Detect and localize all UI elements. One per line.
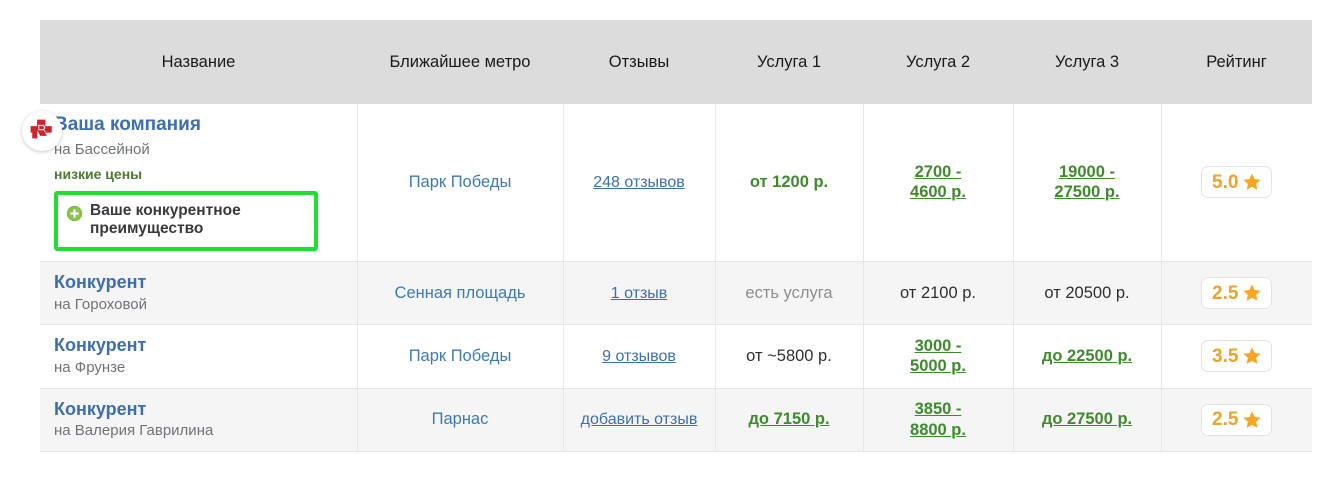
service-1-price: от 1200 р.	[749, 172, 829, 191]
company-address: на Валерия Гаврилина	[54, 422, 214, 440]
company-tag: низкие цены	[54, 165, 143, 182]
service-3-price: от 20500 р.	[1044, 283, 1130, 302]
company-address: на Фрунзе	[54, 358, 126, 376]
company-logo-icon	[30, 119, 52, 139]
table-row: Ваша компания на Бассейной низкие цены В…	[40, 104, 1312, 262]
company-name-link[interactable]: Ваша компания	[54, 114, 201, 135]
company-name-cell: Конкурент на Фрунзе	[40, 324, 358, 389]
service-3-cell: 19000 - 27500 р.	[1013, 104, 1162, 262]
service-2-price-line-1: 2700 -	[914, 162, 962, 181]
rating-badge[interactable]: 5.0	[1201, 166, 1273, 199]
metro-cell: Парк Победы	[357, 324, 564, 389]
column-header-reviews[interactable]: Отзывы	[563, 20, 715, 104]
metro-cell: Парк Победы	[357, 104, 564, 262]
service-1-cell: от 1200 р.	[715, 104, 864, 262]
metro-link[interactable]: Сенная площадь	[394, 283, 526, 302]
table-row: Конкурент на Гороховой Сенная площадь 1 …	[40, 261, 1312, 326]
rating-badge[interactable]: 2.5	[1201, 277, 1273, 310]
comparison-table-wrapper: Название Ближайшее метро Отзывы Услуга 1…	[40, 20, 1312, 452]
service-1-cell: до 7150 р.	[715, 388, 864, 452]
reviews-link[interactable]: 9 отзывов	[602, 347, 676, 365]
service-2-price-line-2: 8800 р.	[910, 420, 966, 439]
table-row: Конкурент на Фрунзе Парк Победы 9 отзыво…	[40, 324, 1312, 389]
rating-cell: 2.5	[1161, 388, 1312, 452]
service-3-cell: до 22500 р.	[1013, 324, 1162, 389]
company-name-link[interactable]: Конкурент	[54, 335, 147, 356]
star-icon	[1243, 173, 1261, 191]
table-header-row: Название Ближайшее метро Отзывы Услуга 1…	[40, 20, 1312, 104]
star-icon	[1243, 347, 1261, 365]
service-2-cell: от 2100 р.	[863, 261, 1014, 326]
service-2-price-line-2: 5000 р.	[910, 357, 966, 376]
service-2-price[interactable]: 3000 - 5000 р.	[910, 336, 966, 377]
service-3-price[interactable]: до 22500 р.	[1041, 346, 1133, 365]
company-name-cell: Конкурент на Гороховой	[40, 261, 358, 326]
service-2-cell: 3000 - 5000 р.	[863, 324, 1014, 389]
add-review-link[interactable]: добавить отзыв	[580, 411, 698, 429]
service-2-cell: 3850 -8800 р.	[863, 388, 1014, 452]
service-3-price[interactable]: 19000 - 27500 р.	[1054, 162, 1119, 203]
comparison-table: Название Ближайшее метро Отзывы Услуга 1…	[40, 20, 1312, 452]
service-1-cell: от ~5800 р.	[715, 324, 864, 389]
service-1-cell: есть услуга	[715, 261, 864, 326]
company-name-link[interactable]: Конкурент	[54, 398, 147, 419]
service-2-price: от 2100 р.	[899, 283, 976, 302]
competitive-advantage-box[interactable]: Ваше конкурентное преимущество	[54, 190, 318, 251]
company-name-cell: Ваша компания на Бассейной низкие цены В…	[40, 104, 358, 262]
column-header-service-3[interactable]: Услуга 3	[1013, 20, 1161, 104]
service-3-price-line-2: 27500 р.	[1054, 183, 1120, 202]
reviews-link[interactable]: 1 отзыв	[610, 284, 668, 302]
service-1-price[interactable]: до 7150 р.	[748, 410, 830, 429]
metro-cell: Сенная площадь	[357, 261, 564, 326]
rating-value: 2.5	[1212, 409, 1239, 431]
rating-cell: 3.5	[1161, 324, 1312, 389]
rating-value: 5.0	[1212, 171, 1239, 193]
reviews-cell: 248 отзывов	[563, 104, 716, 262]
metro-link[interactable]: Парк Победы	[408, 346, 512, 365]
service-2-price[interactable]: 2700 - 4600 р.	[910, 162, 966, 203]
metro-link[interactable]: Парк Победы	[408, 172, 512, 191]
column-header-service-2[interactable]: Услуга 2	[863, 20, 1013, 104]
table-header: Название Ближайшее метро Отзывы Услуга 1…	[40, 20, 1312, 104]
company-logo-badge	[22, 111, 62, 151]
reviews-cell: добавить отзыв	[563, 388, 716, 452]
rating-value: 3.5	[1212, 345, 1239, 367]
table-row: Конкурент на Валерия Гаврилина Парнас до…	[40, 388, 1312, 452]
service-3-price[interactable]: до 27500 р.	[1041, 410, 1133, 429]
company-address: на Бассейной	[54, 140, 150, 158]
service-2-price[interactable]: 3850 -8800 р.	[910, 399, 966, 440]
company-name-cell: Конкурент на Валерия Гаврилина	[40, 388, 358, 452]
reviews-cell: 1 отзыв	[563, 261, 716, 326]
reviews-cell: 9 отзывов	[563, 324, 716, 389]
rating-cell: 5.0	[1161, 104, 1312, 262]
rating-cell: 2.5	[1161, 261, 1312, 326]
column-header-rating[interactable]: Рейтинг	[1161, 20, 1312, 104]
rating-value: 2.5	[1212, 282, 1239, 304]
service-2-price-line-2: 4600 р.	[910, 183, 966, 202]
service-3-price-line-1: 19000 -	[1059, 162, 1115, 181]
column-header-service-1[interactable]: Услуга 1	[715, 20, 863, 104]
service-3-cell: от 20500 р.	[1013, 261, 1162, 326]
service-2-price-line-1: 3850 -	[914, 400, 962, 419]
service-1-price: есть услуга	[745, 283, 833, 302]
star-icon	[1243, 411, 1261, 428]
rating-badge[interactable]: 2.5	[1201, 403, 1273, 436]
plus-circle-icon	[66, 205, 83, 221]
column-header-metro[interactable]: Ближайшее метро	[357, 20, 563, 104]
metro-link[interactable]: Парнас	[431, 410, 489, 429]
competitive-advantage-text: Ваше конкурентное преимущество	[90, 201, 241, 238]
service-2-price-line-1: 3000 -	[914, 336, 962, 355]
service-2-cell: 2700 - 4600 р.	[863, 104, 1014, 262]
rating-badge[interactable]: 3.5	[1201, 340, 1273, 373]
star-icon	[1243, 284, 1261, 301]
company-address: на Гороховой	[54, 295, 147, 313]
service-3-cell: до 27500 р.	[1013, 388, 1162, 452]
service-1-price: от ~5800 р.	[746, 346, 832, 365]
column-header-name[interactable]: Название	[40, 20, 357, 104]
metro-cell: Парнас	[357, 388, 564, 452]
company-name-link[interactable]: Конкурент	[54, 271, 147, 292]
table-body: Ваша компания на Бассейной низкие цены В…	[40, 104, 1312, 452]
reviews-link[interactable]: 248 отзывов	[593, 173, 685, 191]
